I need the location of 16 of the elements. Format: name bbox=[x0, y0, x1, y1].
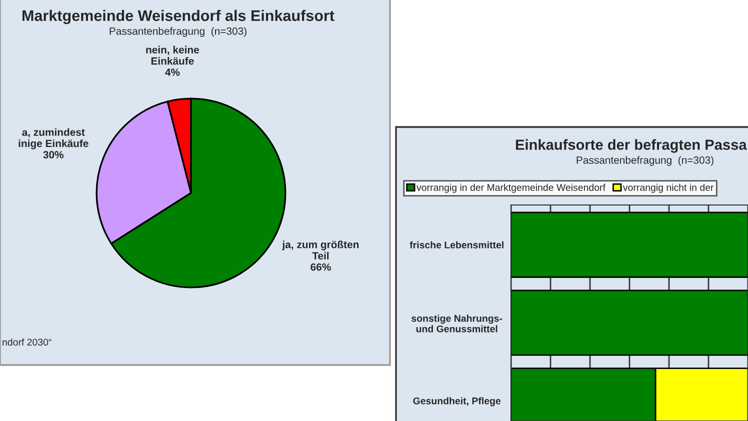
legend-label: vorrangig nicht in der bbox=[622, 184, 714, 193]
y-tick-label: Gesundheit, Pflege bbox=[413, 397, 501, 406]
data-label: 4% bbox=[165, 68, 180, 76]
slice-label: ja, zum größten Teil bbox=[282, 240, 359, 260]
data-label: 30% bbox=[43, 151, 64, 158]
chart-subtitle: Passantenbefragung (n=303) bbox=[576, 156, 714, 166]
data-label: 66% bbox=[310, 263, 331, 271]
legend-label: vorrangig in der Marktgemeinde Weisendorf bbox=[416, 184, 606, 193]
chart-title: Einkaufsorte der befragten Passa bbox=[516, 139, 747, 153]
text: ndorf 2030“ bbox=[2, 338, 52, 346]
y-tick-label: frische Lebensmittel bbox=[410, 241, 504, 248]
chart-subtitle: Passantenbefragung (n=303) bbox=[110, 27, 246, 37]
y-tick-label: sonstige Nahrungs- und Genussmittel bbox=[412, 314, 502, 332]
slice-label: nein, keine Einkäufe bbox=[146, 46, 200, 65]
slice-label: a, zumindest inige Einkäufe bbox=[18, 128, 88, 150]
chart-title: Marktgemeinde Weisendorf als Einkaufsort bbox=[22, 10, 334, 24]
